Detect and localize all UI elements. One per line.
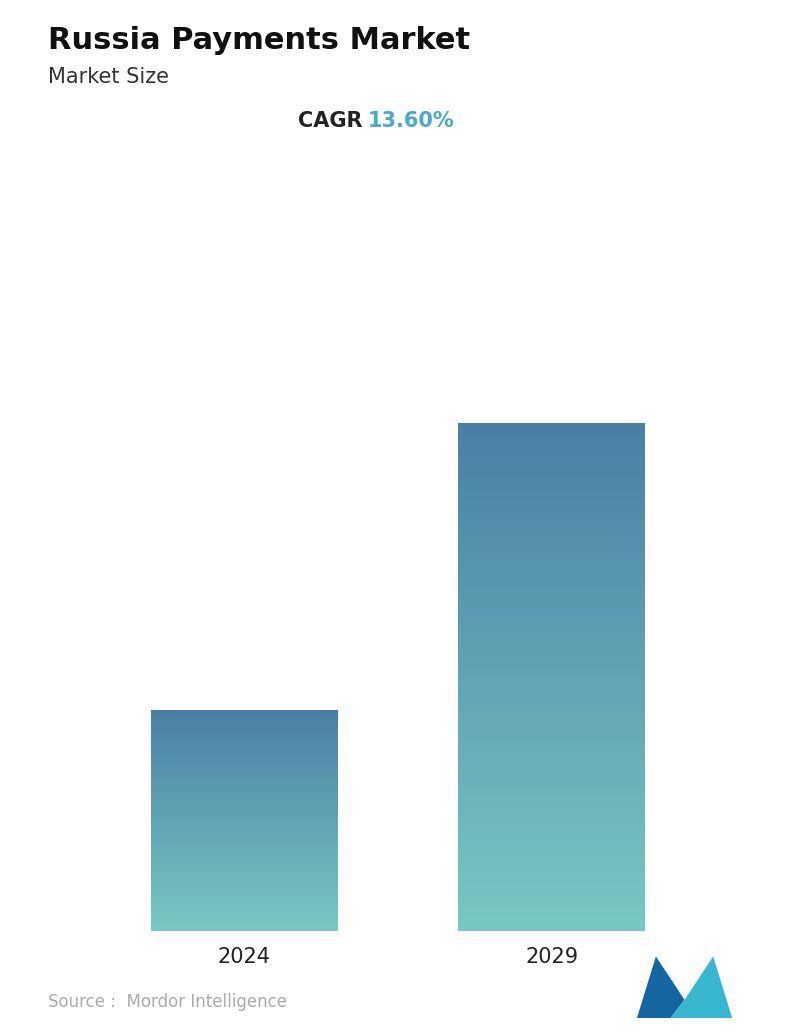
Text: Market Size: Market Size <box>48 67 169 87</box>
Text: Source :  Mordor Intelligence: Source : Mordor Intelligence <box>48 994 287 1011</box>
Polygon shape <box>670 956 732 1018</box>
Polygon shape <box>637 956 685 1018</box>
Text: 13.60%: 13.60% <box>368 111 455 130</box>
Text: CAGR: CAGR <box>298 111 362 130</box>
Text: Russia Payments Market: Russia Payments Market <box>48 26 470 55</box>
